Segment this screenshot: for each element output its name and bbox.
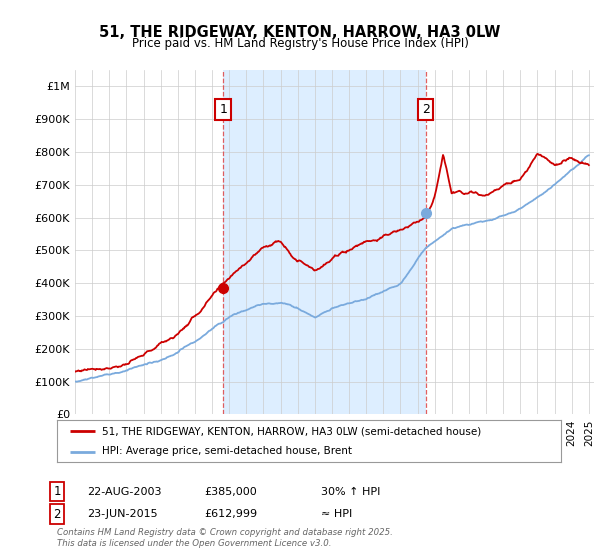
Text: 30% ↑ HPI: 30% ↑ HPI bbox=[321, 487, 380, 497]
Text: 51, THE RIDGEWAY, KENTON, HARROW, HA3 0LW: 51, THE RIDGEWAY, KENTON, HARROW, HA3 0L… bbox=[100, 25, 500, 40]
Bar bbox=[223, 70, 425, 414]
Text: £385,000: £385,000 bbox=[204, 487, 257, 497]
Text: 1: 1 bbox=[219, 103, 227, 116]
Text: 1: 1 bbox=[53, 485, 61, 498]
Text: ≈ HPI: ≈ HPI bbox=[321, 509, 352, 519]
Text: 22-AUG-2003: 22-AUG-2003 bbox=[87, 487, 161, 497]
Text: £612,999: £612,999 bbox=[204, 509, 257, 519]
Text: 2: 2 bbox=[422, 103, 430, 116]
Text: HPI: Average price, semi-detached house, Brent: HPI: Average price, semi-detached house,… bbox=[103, 446, 352, 456]
Text: 23-JUN-2015: 23-JUN-2015 bbox=[87, 509, 158, 519]
Text: Contains HM Land Registry data © Crown copyright and database right 2025.
This d: Contains HM Land Registry data © Crown c… bbox=[57, 528, 393, 548]
Text: Price paid vs. HM Land Registry's House Price Index (HPI): Price paid vs. HM Land Registry's House … bbox=[131, 37, 469, 50]
Text: 2: 2 bbox=[53, 507, 61, 521]
Text: 51, THE RIDGEWAY, KENTON, HARROW, HA3 0LW (semi-detached house): 51, THE RIDGEWAY, KENTON, HARROW, HA3 0L… bbox=[103, 426, 482, 436]
